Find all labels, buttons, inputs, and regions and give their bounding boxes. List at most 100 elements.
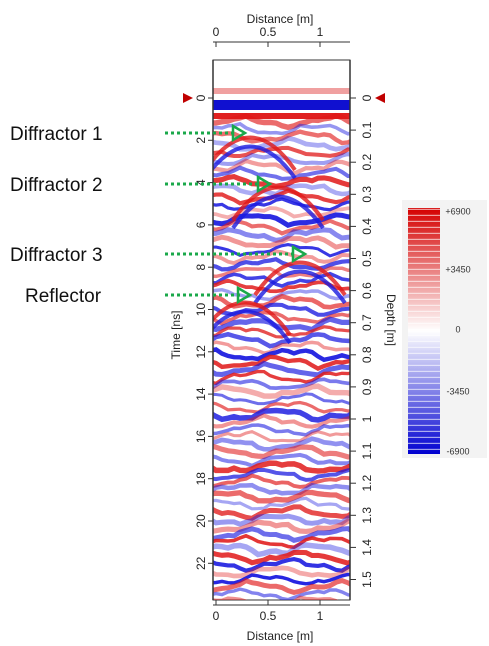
bottom-axis-label: Distance [m]: [247, 629, 314, 643]
reflection-band: [213, 135, 350, 152]
reflection-band: [213, 436, 350, 452]
reflection-band: [213, 145, 350, 159]
reflection-band: [213, 504, 350, 521]
reflection-band: [213, 218, 350, 236]
hyperbola: [231, 185, 325, 222]
right-tick-label: 0.2: [360, 154, 374, 171]
right-tick-label: 1.3: [360, 507, 374, 524]
arrow-head: [291, 244, 308, 264]
bottom-tick-label: 0.5: [260, 609, 277, 623]
reflection-band: [213, 206, 350, 220]
hyperbola: [253, 260, 347, 297]
reflection-band: [213, 197, 350, 212]
right-tick-label: 0.1: [360, 121, 374, 138]
left-tick-label: 14: [194, 387, 208, 401]
reflection-band: [213, 526, 350, 544]
arrow-head: [236, 285, 253, 305]
reflection-band: [213, 340, 350, 355]
reflection-band: [213, 482, 350, 496]
reflection-band: [213, 165, 350, 181]
right-tick-label: 0.6: [360, 282, 374, 299]
reflection-band: [213, 452, 350, 468]
reflection-band: [213, 565, 350, 579]
right-tick-label: 0.5: [360, 250, 374, 267]
direct-wave: [213, 113, 350, 119]
left-axis-label: Time [ns]: [169, 311, 183, 360]
right-tick-label: 0.8: [360, 346, 374, 363]
reflection-band: [213, 518, 350, 535]
reflection-band: [213, 234, 350, 250]
reflection-band: [213, 489, 350, 504]
annotation: Diffractor 1: [10, 124, 103, 145]
right-axis-label: Depth [m]: [384, 294, 398, 346]
right-tick-label: 0.9: [360, 378, 374, 395]
reflection-band: [213, 158, 350, 176]
left-tick-label: 10: [194, 303, 208, 317]
reflection-band: [213, 188, 350, 206]
reflection-band: [213, 587, 350, 600]
top-tick-label: 1: [317, 25, 324, 39]
hyperbola: [213, 144, 297, 180]
reflection-band: [213, 112, 350, 131]
right-tick-label: 1: [360, 415, 374, 422]
reflection-band: [213, 249, 350, 266]
hyperbola: [231, 194, 325, 230]
right-tick-label: 0.7: [360, 314, 374, 331]
marker: [183, 93, 193, 103]
reflection-band: [213, 400, 350, 414]
right-tick-label: 1.5: [360, 571, 374, 588]
reflection-band: [213, 413, 350, 429]
reflection-band: [213, 578, 350, 596]
top-axis-label: Distance [m]: [247, 12, 314, 26]
right-tick-label: 0: [360, 94, 374, 101]
reflection-band: [213, 377, 350, 390]
colorbar-label: +6900: [445, 206, 470, 216]
reflection-band: [213, 360, 350, 378]
reflection-band: [213, 331, 350, 349]
reflection-band: [213, 310, 350, 326]
right-tick-label: 0.3: [360, 186, 374, 203]
reflection-band: [213, 354, 350, 372]
colorbar-label: -6900: [446, 446, 469, 456]
direct-wave: [213, 88, 350, 94]
reflection-band: [213, 467, 350, 482]
reflection-band: [213, 423, 350, 437]
direct-wave: [213, 100, 350, 110]
right-tick-label: 1.4: [360, 539, 374, 556]
reflection-band: [213, 533, 350, 550]
reflection-band: [213, 383, 350, 399]
left-tick-label: 18: [194, 472, 208, 486]
radargram: [213, 88, 350, 600]
reflection-band: [213, 549, 350, 566]
reflection-band: [213, 443, 350, 460]
left-tick-label: 22: [194, 556, 208, 570]
top-tick-label: 0.5: [260, 25, 277, 39]
reflection-band: [213, 369, 350, 386]
marker: [375, 93, 385, 103]
hyperbola: [213, 300, 292, 337]
top-tick-label: 0: [213, 25, 220, 39]
reflection-band: [213, 227, 350, 243]
reflection-band: [213, 572, 350, 586]
arrow-head: [231, 123, 248, 143]
reflection-band: [213, 496, 350, 511]
reflection-band: [213, 325, 350, 339]
reflection-band: [213, 392, 350, 406]
right-tick-label: 0.4: [360, 218, 374, 235]
annotation: Diffractor 3: [10, 245, 103, 266]
bottom-tick-label: 1: [317, 609, 324, 623]
left-tick-label: 16: [194, 429, 208, 443]
arrow-head: [256, 174, 273, 194]
left-tick-label: 2: [194, 137, 208, 144]
reflection-band: [213, 595, 339, 600]
left-tick-label: 6: [194, 221, 208, 228]
reflection-band: [213, 256, 350, 272]
bottom-tick-label: 0: [213, 609, 220, 623]
left-tick-label: 8: [194, 264, 208, 271]
reflection-band: [213, 347, 350, 363]
hyperbola: [253, 269, 347, 305]
reflection-band: [213, 183, 350, 197]
reflection-band: [213, 151, 350, 167]
reflection-band: [213, 429, 350, 443]
reflection-band: [213, 556, 350, 573]
